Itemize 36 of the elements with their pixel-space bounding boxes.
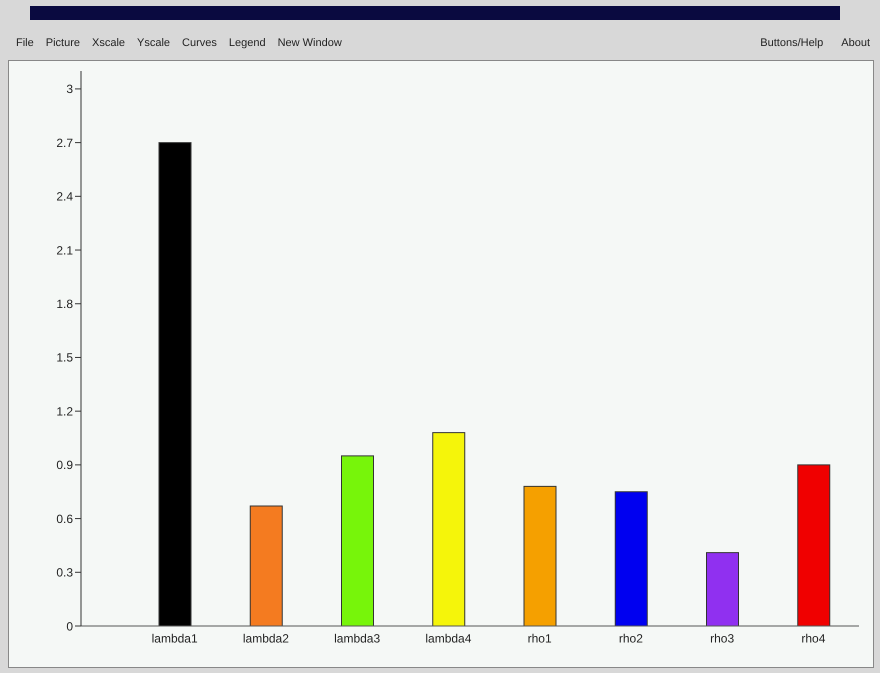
y-tick-label: 2.1 bbox=[56, 243, 74, 258]
y-tick-label: 0 bbox=[66, 619, 74, 634]
x-tick-label: lambda2 bbox=[242, 632, 290, 646]
x-tick-label: lambda4 bbox=[425, 632, 472, 646]
bar bbox=[614, 491, 648, 626]
x-tick-label: lambda1 bbox=[152, 632, 198, 646]
x-tick-label: rho1 bbox=[528, 632, 552, 646]
y-tick-label: 0.3 bbox=[56, 566, 74, 580]
y-tick-label: 2.7 bbox=[56, 136, 74, 150]
text: Buttons/Help bbox=[760, 37, 824, 49]
text: Curves bbox=[182, 37, 217, 49]
y-tick-label: 3 bbox=[66, 82, 74, 96]
y-tick-label: 0.6 bbox=[56, 512, 74, 526]
bar bbox=[341, 455, 374, 626]
text: New Window bbox=[278, 37, 342, 49]
bar bbox=[250, 506, 283, 626]
text: About bbox=[841, 37, 870, 49]
bar bbox=[158, 142, 192, 626]
text: Legend bbox=[228, 37, 266, 49]
y-tick-label: 0.9 bbox=[56, 458, 74, 472]
y-tick-label: 1.2 bbox=[56, 404, 74, 418]
x-tick-label: lambda3 bbox=[334, 632, 380, 646]
text: File bbox=[16, 37, 34, 49]
x-tick-label: rho3 bbox=[710, 632, 734, 646]
bar bbox=[797, 464, 830, 626]
y-tick-label: 2.4 bbox=[56, 190, 74, 204]
text: Xscale bbox=[92, 37, 126, 49]
text: Yscale bbox=[137, 37, 170, 49]
text: Picture bbox=[46, 37, 80, 49]
y-tick-label: 1.8 bbox=[56, 297, 74, 311]
x-tick-label: rho2 bbox=[618, 632, 644, 646]
bar bbox=[524, 486, 556, 626]
bar bbox=[706, 552, 739, 626]
x-tick-label: rho4 bbox=[801, 632, 826, 646]
bar bbox=[432, 432, 466, 626]
y-tick-label: 1.5 bbox=[56, 350, 74, 365]
